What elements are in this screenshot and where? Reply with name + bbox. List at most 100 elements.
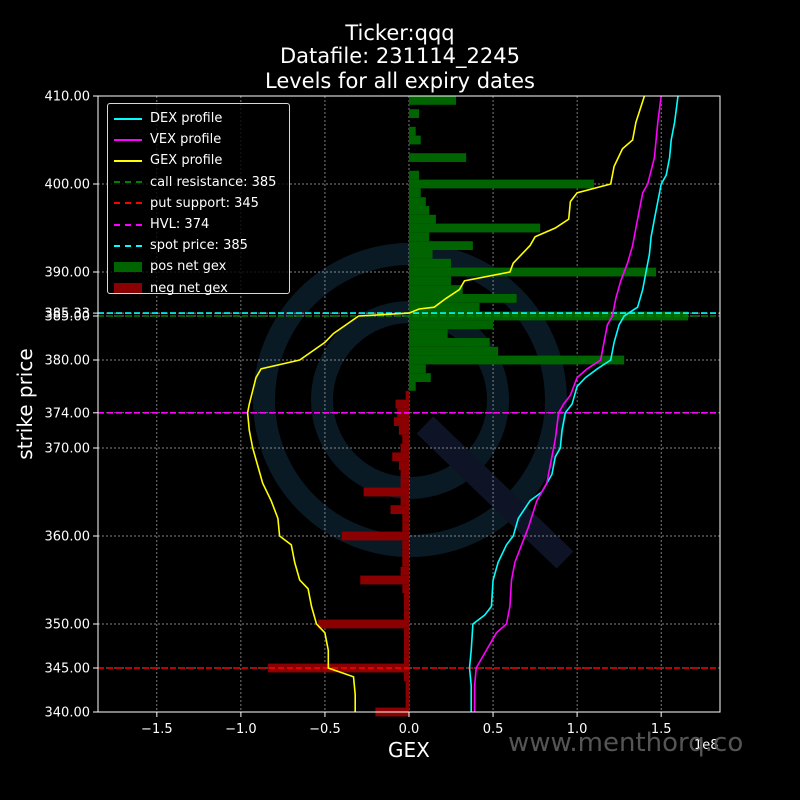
pos-gex-bar (409, 232, 430, 242)
neg-gex-bar (402, 434, 409, 444)
legend-swatch (114, 159, 142, 162)
x-tick-label: −1.0 (225, 722, 257, 737)
chart-title-line-1: Ticker:qqq (345, 21, 455, 45)
pos-gex-bar (409, 320, 494, 330)
pos-gex-bar (409, 206, 430, 215)
legend-swatch (114, 138, 142, 141)
legend-swatch (114, 202, 142, 205)
neg-gex-bar (318, 619, 409, 629)
neg-gex-bar (403, 654, 409, 664)
pos-gex-bar (409, 355, 625, 365)
x-tick-label: 0.5 (483, 722, 504, 737)
vex-profile-line (473, 95, 662, 712)
neg-gex-bar (363, 487, 409, 497)
watermark-text: www.menthorq.co (508, 728, 744, 758)
x-tick-label: 1.0 (567, 722, 588, 737)
pos-gex-bar (409, 329, 448, 338)
pos-gex-bar (409, 294, 517, 303)
neg-gex-bar (403, 628, 409, 638)
legend-label: HVL: 374 (150, 217, 210, 233)
legend-item: VEX profile (114, 129, 283, 150)
legend-item: call resistance: 385 (114, 172, 283, 193)
pos-gex-bar (409, 126, 416, 136)
chart-title-line-2: Datafile: 231114_2245 (280, 44, 520, 68)
neg-gex-bar (403, 637, 409, 646)
x-tick-label: −0.5 (309, 722, 341, 737)
legend: DEX profile VEX profile GEX profile call re… (107, 103, 290, 296)
pos-gex-bar (409, 135, 421, 145)
gex-bars (267, 96, 689, 717)
neg-gex-bar (392, 452, 409, 462)
pos-gex-bar (409, 188, 421, 198)
neg-gex-bar (402, 522, 409, 532)
y-tick-label: 380.00 (45, 354, 91, 369)
x-axis-title: GEX (388, 738, 430, 762)
legend-item: DEX profile (114, 108, 283, 129)
neg-gex-bar (403, 672, 409, 682)
x-offset-label: 1e8 (694, 738, 719, 753)
legend-label: put support: 345 (150, 195, 259, 211)
neg-gex-bar (405, 681, 409, 690)
legend-item: HVL: 374 (114, 214, 283, 235)
neg-gex-bar (403, 646, 409, 655)
pos-gex-bar (409, 214, 436, 224)
pos-gex-bar (409, 267, 657, 277)
pos-gex-bar (409, 382, 416, 391)
neg-gex-bar (403, 610, 409, 620)
y-tick-label: 385.33 (45, 307, 91, 322)
legend-swatch (114, 244, 142, 247)
neg-gex-bar (390, 505, 409, 514)
legend-item: pos net gex (114, 256, 283, 277)
legend-swatch (114, 223, 142, 226)
y-axis-title: strike price (13, 348, 37, 460)
legend-swatch (114, 261, 142, 272)
neg-gex-bar (400, 496, 409, 506)
neg-gex-bar (402, 584, 409, 594)
neg-gex-bar (341, 531, 409, 541)
pos-gex-bar (409, 338, 490, 347)
pos-gex-bar (409, 170, 420, 180)
neg-gex-bar (402, 558, 409, 567)
legend-label: DEX profile (150, 111, 223, 127)
y-tick-label: 385.00 (45, 310, 91, 325)
neg-gex-bar (267, 663, 409, 673)
pos-gex-bar (409, 153, 467, 162)
x-tick-label: −1.5 (141, 722, 173, 737)
pos-gex-bar (409, 179, 594, 189)
neg-gex-bar (402, 514, 409, 523)
neg-gex-bar (398, 426, 409, 435)
pos-gex-bar (409, 346, 499, 356)
neg-gex-bar (403, 593, 409, 602)
neg-gex-bar (398, 461, 409, 470)
legend-swatch (114, 283, 142, 294)
neg-gex-bar (400, 443, 409, 453)
neg-gex-bar (395, 399, 409, 409)
legend-swatch (114, 117, 142, 120)
profile-lines (246, 95, 679, 712)
y-tick-label: 370.00 (45, 442, 91, 457)
dex-profile-line (468, 95, 679, 712)
gex-profile-line (246, 95, 646, 712)
pos-gex-bar (409, 373, 431, 382)
pos-gex-bar (409, 285, 463, 294)
legend-item: GEX profile (114, 150, 283, 171)
y-tick-label: 360.00 (45, 530, 91, 545)
pos-gex-bar (409, 223, 541, 233)
x-tick-label: 1.5 (651, 722, 672, 737)
neg-gex-bar (400, 470, 409, 479)
y-tick-label: 340.00 (45, 706, 91, 721)
pos-gex-bar (409, 364, 426, 374)
neg-gex-bar (397, 408, 409, 418)
legend-label: call resistance: 385 (150, 174, 277, 190)
legend-label: spot price: 385 (150, 238, 248, 254)
y-tick-label: 390.00 (45, 266, 91, 281)
pos-gex-bar (409, 276, 452, 286)
legend-swatch (114, 181, 142, 184)
neg-gex-bar (360, 575, 409, 585)
neg-gex-bar (405, 390, 409, 400)
x-tick-label: 0.0 (399, 722, 420, 737)
pos-gex-bar (409, 258, 452, 268)
neg-gex-bar (405, 690, 409, 699)
pos-gex-bar (409, 302, 480, 312)
pos-gex-bar (409, 96, 457, 105)
